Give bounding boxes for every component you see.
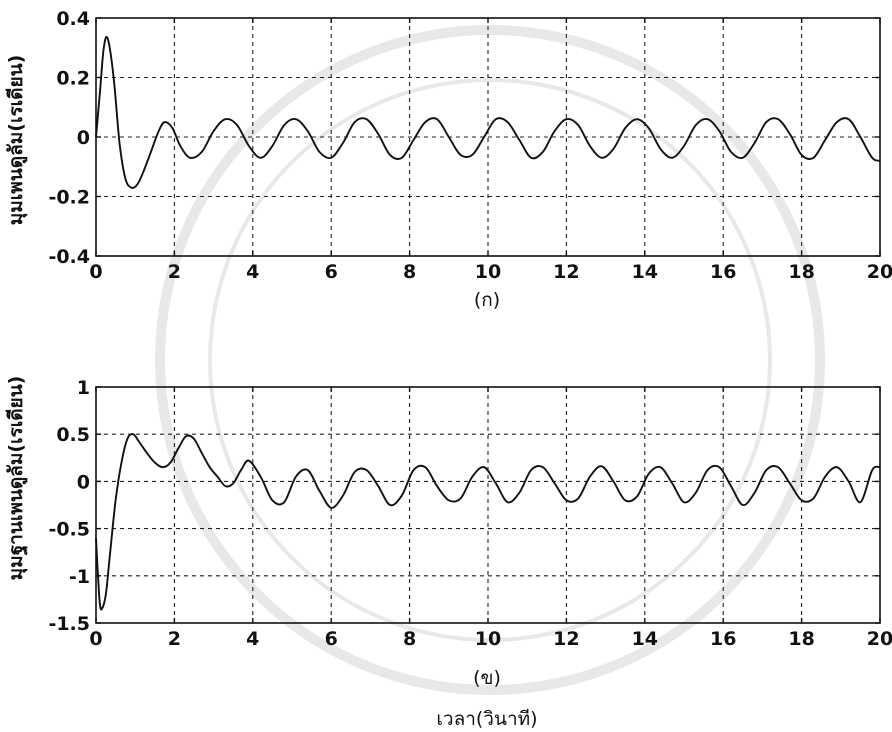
axes-bottom-base-angle: 0 2 4 6 8 10 12 14 16 18 20 -1.5 -1 -0.5 0 0.5 1 มุมฐาน… <box>5 376 892 689</box>
series-line <box>95 35 881 189</box>
y-tick-label: -1 <box>69 566 90 588</box>
x-tick-label: 8 <box>403 261 416 283</box>
x-tick-label: 0 <box>89 628 102 650</box>
y-tick-label: 0 <box>77 471 90 493</box>
ticks-bottom <box>95 386 881 624</box>
x-tick-label: 20 <box>867 628 892 650</box>
y-tick-label: 1 <box>77 377 90 399</box>
x-tick-label: 14 <box>632 261 658 283</box>
series-bottom <box>95 433 881 611</box>
x-tick-label: 16 <box>710 261 736 283</box>
y-tick-label: 0.5 <box>56 424 90 446</box>
y-tick-label: -0.2 <box>48 187 90 209</box>
ylabel-top: มุมเพนดูลัม(เรเดียน) <box>5 55 28 226</box>
xlabel-time: เวลา(วินาที) <box>436 708 537 730</box>
x-tick-label: 8 <box>403 628 416 650</box>
x-tick-label: 6 <box>325 261 338 283</box>
x-tick-label: 6 <box>325 628 338 650</box>
x-tick-label: 2 <box>168 628 181 650</box>
ylabel-bottom: มุมฐานเพนดูลัม(เรเดียน) <box>5 376 29 581</box>
grid-top <box>96 18 880 256</box>
series-top <box>95 35 881 189</box>
y-tick-label: 0 <box>77 127 90 149</box>
xtick-labels-bottom: 0 2 4 6 8 10 12 14 16 18 20 <box>89 628 892 650</box>
x-tick-label: 20 <box>867 261 892 283</box>
axes-top-pendulum-angle: 0 2 4 6 8 10 12 14 16 18 20 -0.4 -0.2 0 0.2 0.4 มุมเพน… <box>5 8 892 311</box>
y-tick-label: -0.4 <box>48 246 90 268</box>
x-tick-label: 18 <box>788 261 814 283</box>
caption-bottom: (ข) <box>473 667 501 689</box>
ytick-labels-top: -0.4 -0.2 0 0.2 0.4 <box>48 8 90 268</box>
x-tick-label: 2 <box>168 261 181 283</box>
y-tick-label: 0.4 <box>56 8 90 30</box>
caption-top: (ก) <box>474 289 500 311</box>
x-tick-label: 4 <box>246 261 259 283</box>
x-tick-label: 16 <box>710 628 736 650</box>
x-tick-label: 10 <box>475 261 501 283</box>
y-tick-label: -0.5 <box>48 519 90 541</box>
ytick-labels-bottom: -1.5 -1 -0.5 0 0.5 1 <box>48 377 90 635</box>
y-tick-label: -1.5 <box>48 613 90 635</box>
x-tick-label: 0 <box>89 261 102 283</box>
grid-bottom <box>96 387 880 623</box>
x-tick-label: 12 <box>553 261 579 283</box>
xtick-labels-top: 0 2 4 6 8 10 12 14 16 18 20 <box>89 261 892 283</box>
series-line <box>95 433 881 611</box>
ticks-top <box>95 17 881 257</box>
y-tick-label: 0.2 <box>56 68 90 90</box>
x-tick-label: 18 <box>788 628 814 650</box>
x-tick-label: 10 <box>475 628 501 650</box>
x-tick-label: 4 <box>246 628 259 650</box>
x-tick-label: 12 <box>553 628 579 650</box>
x-tick-label: 14 <box>632 628 658 650</box>
watermark-seal <box>155 25 825 695</box>
